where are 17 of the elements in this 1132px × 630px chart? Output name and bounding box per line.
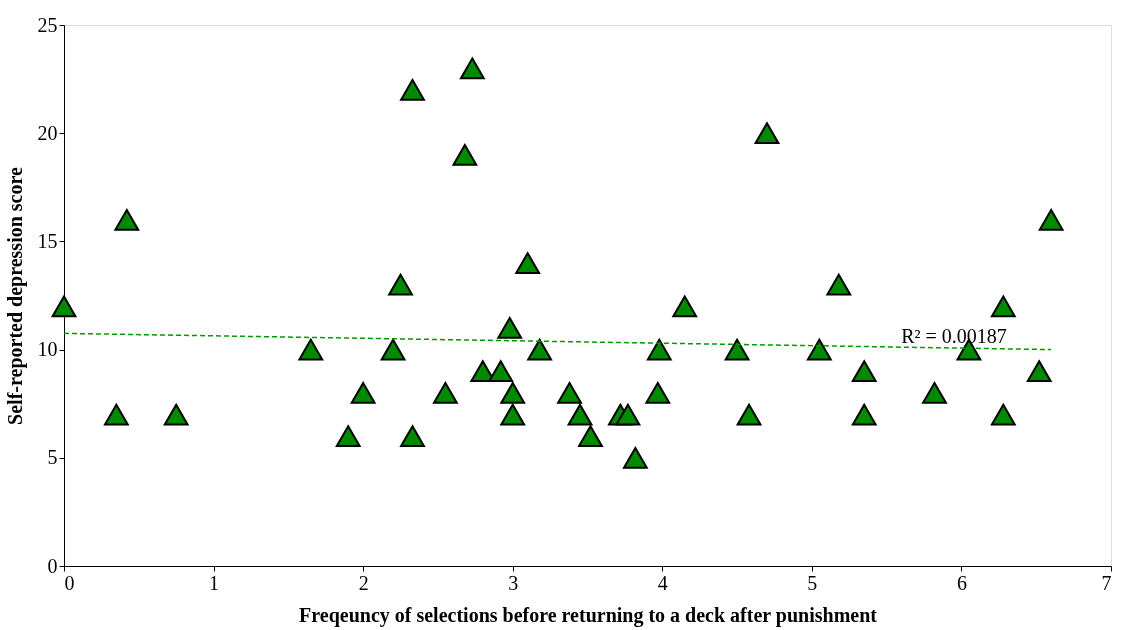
x-tick-label: 3 <box>508 571 519 594</box>
y-tick-label: 0 <box>47 554 58 577</box>
x-tick-label: 6 <box>956 571 967 594</box>
y-axis-title: Self-reported depression score <box>3 167 27 425</box>
x-tick-label: 1 <box>209 571 220 594</box>
y-tick-label: 15 <box>37 229 58 252</box>
y-tick-label: 5 <box>47 446 58 469</box>
y-tick-label: 20 <box>37 121 58 144</box>
x-tick-label: 4 <box>657 571 668 594</box>
x-tick-label: 5 <box>807 571 818 594</box>
y-tick-label: 25 <box>37 13 58 36</box>
x-tick-label: 0 <box>64 571 75 594</box>
x-tick-label: 7 <box>1101 571 1112 594</box>
y-tick-label: 10 <box>37 338 58 361</box>
x-tick-label: 2 <box>358 571 369 594</box>
x-axis-title: Freqeuncy of selections before returning to a deck after punishment <box>299 603 878 627</box>
annotation: R² = 0.00187 <box>901 324 1007 347</box>
